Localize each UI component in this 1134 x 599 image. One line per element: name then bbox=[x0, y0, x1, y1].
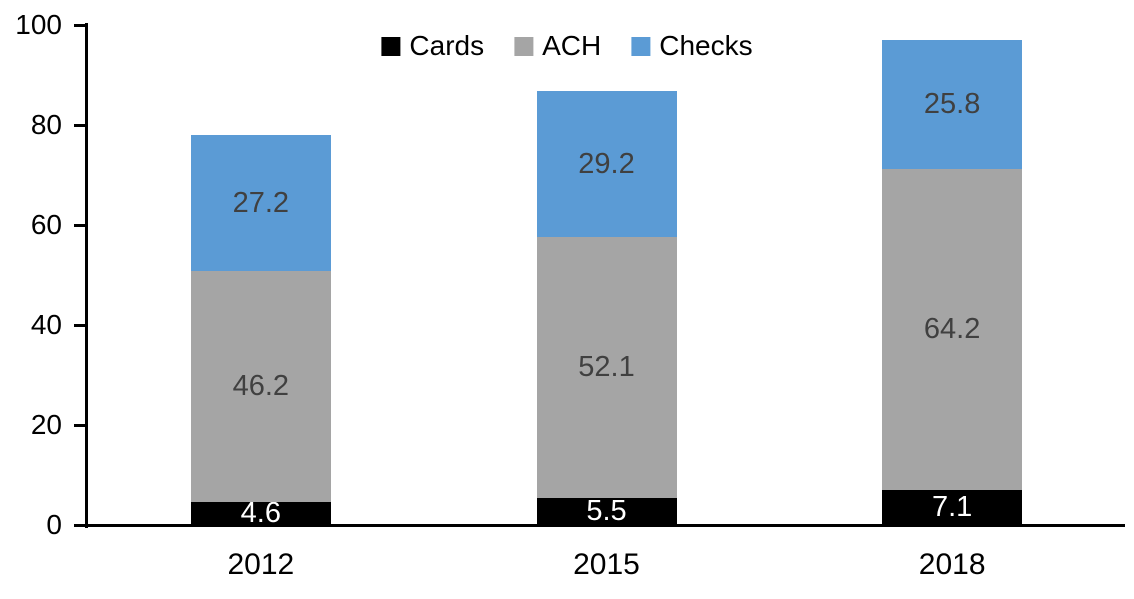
bar-segment-ach-2012: 46.2 bbox=[190, 271, 331, 502]
y-axis-line bbox=[85, 23, 88, 528]
y-axis-tick-label: 60 bbox=[30, 209, 62, 240]
legend-swatch-checks-icon bbox=[631, 36, 651, 56]
bar-value-label: 29.2 bbox=[578, 147, 635, 180]
y-axis-tick bbox=[74, 523, 86, 527]
legend-label-ach: ACH bbox=[542, 30, 602, 61]
y-axis-tick-label: 100 bbox=[15, 9, 62, 40]
legend-item-ach: ACH bbox=[514, 30, 601, 62]
x-axis-line bbox=[76, 524, 1125, 527]
x-axis-category-label: 2015 bbox=[573, 548, 640, 581]
bar-value-label: 52.1 bbox=[578, 350, 635, 383]
y-axis-tick-label: 0 bbox=[46, 509, 62, 540]
y-axis-tick-label: 40 bbox=[30, 309, 62, 340]
x-axis-category-label: 2018 bbox=[918, 548, 986, 581]
y-axis-tick bbox=[74, 223, 86, 227]
y-axis-tick-label: 20 bbox=[30, 409, 62, 440]
bar-segment-ach-2018: 64.2 bbox=[882, 168, 1023, 490]
bar-segment-checks-2012: 27.2 bbox=[190, 135, 331, 271]
bar-value-label: 46.2 bbox=[232, 370, 290, 402]
bar-segment-checks-2018: 25.8 bbox=[882, 39, 1023, 169]
y-axis-tick bbox=[74, 423, 86, 427]
legend-label-cards: Cards bbox=[409, 30, 485, 61]
bar-segment-ach-2015: 52.1 bbox=[536, 237, 677, 498]
legend-item-cards: Cards bbox=[381, 30, 484, 62]
y-axis-tick bbox=[74, 323, 86, 327]
legend-swatch-cards-icon bbox=[381, 36, 401, 56]
bar-value-label: 64.2 bbox=[923, 312, 981, 345]
x-axis-category-label: 2012 bbox=[227, 548, 295, 581]
bar-value-label: 5.5 bbox=[586, 494, 627, 527]
bar-segment-cards-2015: 5.5 bbox=[536, 494, 677, 527]
bar-value-label: 27.2 bbox=[232, 186, 290, 219]
bar-segment-cards-2012: 4.6 bbox=[190, 497, 331, 529]
legend-label-checks: Checks bbox=[659, 30, 753, 61]
bar-value-label: 25.8 bbox=[923, 87, 981, 120]
legend-swatch-ach-icon bbox=[514, 36, 534, 56]
bar-segment-cards-2018: 7.1 bbox=[882, 489, 1023, 525]
bar-segment-checks-2015: 29.2 bbox=[536, 91, 677, 237]
y-axis-tick bbox=[74, 23, 86, 27]
y-axis-tick bbox=[74, 123, 86, 127]
chart-legend: Cards ACH Checks bbox=[381, 30, 753, 62]
bar-value-label: 7.1 bbox=[931, 490, 973, 523]
bar-value-label: 4.6 bbox=[240, 497, 281, 529]
y-axis-tick-label: 80 bbox=[30, 109, 62, 140]
legend-item-checks: Checks bbox=[631, 30, 753, 62]
